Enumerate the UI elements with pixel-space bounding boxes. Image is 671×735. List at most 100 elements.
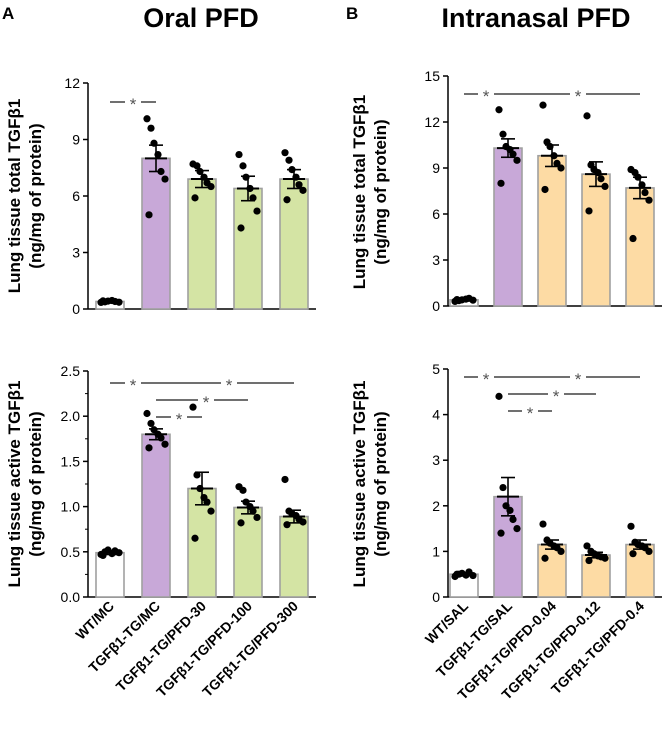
star-background (198, 394, 214, 406)
data-point (495, 392, 503, 400)
data-point (539, 520, 547, 528)
bar (233, 187, 263, 310)
star-background (221, 377, 237, 389)
significance-star: * (575, 370, 582, 389)
data-point (629, 550, 637, 558)
bar (625, 187, 655, 307)
y-tick-label: 2.5 (61, 363, 81, 379)
y-tick-label: 1 (432, 543, 440, 559)
data-point (495, 106, 503, 114)
chart-a-total: Lung tissue total TGFβ1 (ng/mg of protein… (5, 75, 316, 317)
y-tick-label: 0.5 (61, 544, 81, 560)
data-point (557, 547, 565, 556)
data-point (145, 444, 153, 452)
y-tick-label: 2.0 (61, 408, 81, 424)
data-point (191, 194, 199, 202)
significance-star: * (527, 404, 534, 423)
data-point (115, 298, 123, 306)
data-point (546, 142, 554, 151)
y-axis-label: Lung tissue total TGFβ1 (ng/mg of protein… (350, 95, 390, 290)
data-point (299, 186, 307, 194)
data-point (154, 150, 162, 159)
y-axis-label-line: (ng/mg of protein) (371, 411, 390, 556)
data-point (189, 403, 197, 411)
data-point (629, 234, 637, 243)
data-point (191, 534, 199, 542)
data-point (203, 498, 211, 506)
data-point (235, 150, 243, 159)
data-point (601, 182, 609, 190)
data-point (638, 181, 646, 189)
data-point (281, 149, 289, 157)
bar (537, 154, 567, 307)
data-point (497, 529, 505, 537)
y-axis-label: Lung tissue active TGFβ1 (ng/mg of protei… (350, 381, 390, 588)
data-point (585, 556, 593, 565)
data-point (499, 130, 507, 138)
data-point (509, 515, 517, 524)
star-background (171, 411, 187, 423)
y-tick-label: 4 (432, 407, 440, 423)
bar (233, 506, 263, 598)
bar (581, 173, 611, 307)
data-point (601, 554, 609, 562)
significance-star: * (130, 376, 137, 395)
data-point (283, 521, 291, 529)
y-tick-label: 9 (432, 160, 440, 176)
y-tick-label: 6 (72, 188, 80, 204)
data-point (585, 207, 593, 215)
bar (279, 178, 309, 310)
data-point (541, 554, 549, 562)
data-point (147, 124, 155, 132)
y-tick-label: 5 (432, 361, 440, 377)
chart-b-total: Lung tissue total TGFβ1 (ng/mg of protein… (350, 68, 662, 314)
data-point (143, 409, 151, 418)
data-point (469, 571, 477, 580)
data-point (509, 150, 517, 158)
data-point (249, 194, 257, 202)
data-point (557, 164, 565, 172)
bar (95, 551, 125, 598)
bar (279, 515, 309, 598)
bar (187, 487, 217, 598)
panel-title-a: Oral PFD (143, 3, 259, 33)
significance-star: * (130, 95, 137, 114)
data-point (295, 181, 303, 189)
data-point (200, 173, 208, 181)
data-point (513, 525, 521, 533)
data-point (283, 196, 291, 204)
star-background (125, 96, 141, 108)
significance-star: * (553, 387, 560, 406)
y-axis-label: Lung tissue active TGFβ1 (ng/mg of protei… (5, 381, 45, 588)
significance-star: * (483, 370, 490, 389)
y-tick-label: 2 (432, 498, 440, 514)
data-point (583, 542, 591, 550)
y-tick-label: 0 (432, 589, 440, 605)
data-point (288, 166, 296, 174)
bar (187, 178, 217, 310)
y-tick-label: 9 (72, 132, 80, 148)
data-point (253, 207, 261, 215)
data-point (99, 297, 107, 305)
y-axis-label-line: Lung tissue active TGFβ1 (5, 381, 24, 588)
y-tick-label: 3 (432, 452, 440, 468)
panel-title-b: Intranasal PFD (441, 3, 630, 33)
star-background (478, 88, 494, 100)
y-axis-label-line: Lung tissue total TGFβ1 (350, 95, 369, 290)
data-point (594, 169, 602, 177)
data-point (597, 175, 605, 183)
panel-letter-a: A (2, 4, 14, 23)
y-tick-label: 3 (432, 252, 440, 268)
data-point (239, 486, 247, 494)
data-point (513, 156, 521, 164)
star-background (125, 377, 141, 389)
panel-letter-b: B (346, 4, 358, 23)
data-point (641, 188, 649, 197)
data-point (583, 112, 591, 120)
data-point (115, 549, 123, 557)
data-point (541, 185, 549, 194)
star-background (548, 388, 564, 400)
data-point (161, 440, 169, 448)
y-tick-label: 12 (424, 114, 440, 130)
